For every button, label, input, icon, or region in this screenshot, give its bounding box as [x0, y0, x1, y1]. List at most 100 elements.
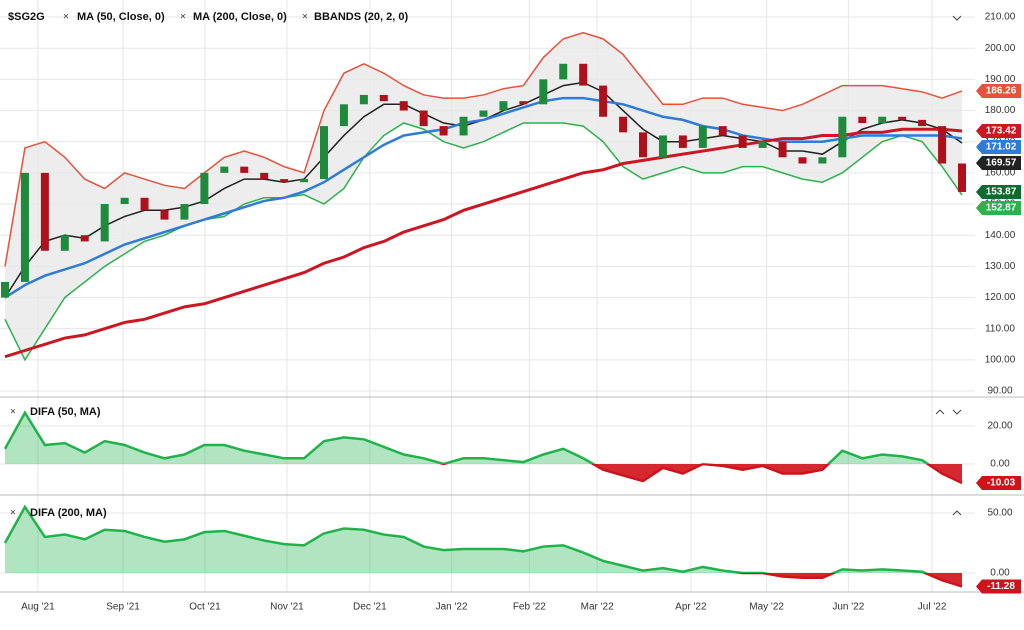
- legend-ma50[interactable]: MA (50, Close, 0): [77, 11, 165, 23]
- x-tick-label: Sep '21: [106, 602, 140, 613]
- x-tick-label: Feb '22: [513, 602, 546, 613]
- difa-area: [5, 506, 925, 573]
- candle: [918, 119, 927, 127]
- y-tick-label: 100.00: [985, 354, 1016, 365]
- y-tick-label: 200.00: [985, 43, 1016, 54]
- y-tick-label: 130.00: [985, 261, 1016, 272]
- move-up-icon[interactable]: [935, 409, 945, 415]
- candle: [160, 210, 169, 220]
- move-up-icon[interactable]: [952, 510, 962, 516]
- candle: [80, 235, 89, 242]
- y-tick-label: 160.00: [985, 168, 1016, 179]
- x-tick-label: Aug '21: [21, 602, 55, 613]
- candle: [758, 141, 767, 148]
- y-tick-label: 120.00: [985, 292, 1016, 303]
- candle: [40, 172, 49, 251]
- candle: [499, 101, 508, 111]
- difa-area: [593, 463, 962, 484]
- price-tag-label: 173.42: [986, 126, 1017, 137]
- candle: [60, 235, 69, 251]
- y-tick-label: 50.00: [987, 508, 1012, 519]
- price-tag: [976, 140, 1021, 155]
- bband-fill: [5, 32, 962, 360]
- candle: [838, 116, 847, 158]
- candle: [220, 166, 229, 173]
- candle: [579, 63, 588, 86]
- price-tag-label: -10.03: [987, 478, 1016, 489]
- price-tag: [976, 200, 1021, 215]
- symbol-title[interactable]: $SG2G: [8, 11, 45, 23]
- x-tick-label: Mar '22: [581, 602, 614, 613]
- candle: [479, 110, 488, 117]
- candle: [539, 79, 548, 105]
- candle: [20, 172, 29, 282]
- remove-icon[interactable]: ×: [63, 12, 69, 23]
- bband-lower: [4, 122, 963, 362]
- difa-area: [762, 572, 962, 587]
- difa-line: [439, 463, 963, 485]
- candle: [698, 126, 707, 148]
- bband-upper: [4, 31, 963, 267]
- price-tag-label: 186.26: [986, 86, 1017, 97]
- y-tick-label: 0.00: [990, 568, 1010, 579]
- y-tick-label: 110.00: [985, 323, 1015, 334]
- remove-icon[interactable]: ×: [302, 12, 308, 23]
- candle: [439, 126, 448, 136]
- price-tag: [976, 476, 1021, 491]
- difa-area: [5, 412, 962, 464]
- candle: [619, 116, 628, 133]
- y-tick-label: 210.00: [985, 12, 1016, 23]
- candle: [379, 94, 388, 102]
- candle: [778, 141, 787, 158]
- x-tick-label: Jun '22: [832, 602, 864, 613]
- candle: [1, 281, 9, 298]
- difa-line: [682, 572, 963, 588]
- y-tick-label: 140.00: [985, 230, 1016, 241]
- candle: [120, 197, 129, 205]
- move-down-icon[interactable]: [952, 409, 962, 415]
- candle: [359, 94, 368, 105]
- candle: [200, 172, 209, 205]
- price-tag-label: 153.87: [986, 187, 1017, 198]
- price-tag: [976, 579, 1021, 594]
- y-tick-label: 180.00: [985, 105, 1016, 116]
- indicator-icon[interactable]: ×: [10, 407, 16, 418]
- plot-layer: [0, 0, 975, 592]
- price-tag: [976, 124, 1021, 139]
- candle: [240, 166, 249, 173]
- candle: [280, 179, 289, 183]
- difa-line: [3, 504, 929, 573]
- panel-title: DIFA (200, MA): [30, 507, 107, 519]
- candle: [459, 116, 468, 136]
- candle: [260, 172, 269, 180]
- price-tag-label: 171.02: [986, 142, 1017, 153]
- candle: [938, 126, 947, 164]
- x-tick-label: Dec '21: [353, 602, 387, 613]
- legend-ma200[interactable]: MA (200, Close, 0): [193, 11, 287, 23]
- legend-bbands[interactable]: BBANDS (20, 2, 0): [314, 11, 408, 23]
- candle: [140, 197, 149, 211]
- candle: [958, 163, 966, 192]
- candle: [599, 85, 608, 117]
- y-tick-label: 190.00: [985, 74, 1016, 85]
- remove-icon[interactable]: ×: [180, 12, 186, 23]
- y-tick-label: 20.00: [987, 421, 1012, 432]
- price-tag-label: 169.57: [986, 158, 1017, 169]
- x-tick-label: Nov '21: [270, 602, 304, 613]
- candle: [798, 157, 807, 164]
- collapse-icon[interactable]: [952, 15, 962, 21]
- candle: [738, 135, 747, 148]
- x-tick-label: Jul '22: [918, 602, 947, 613]
- candle: [399, 101, 408, 111]
- candle: [300, 179, 309, 183]
- indicator-icon[interactable]: ×: [10, 508, 16, 519]
- x-tick-label: May '22: [749, 602, 784, 613]
- candle: [639, 132, 647, 158]
- y-tick-label: 0.00: [990, 459, 1010, 470]
- candle: [678, 135, 687, 148]
- candle: [419, 110, 428, 127]
- candle: [818, 157, 827, 164]
- ma-line: [4, 127, 963, 359]
- candle: [559, 63, 568, 80]
- candle: [519, 101, 528, 105]
